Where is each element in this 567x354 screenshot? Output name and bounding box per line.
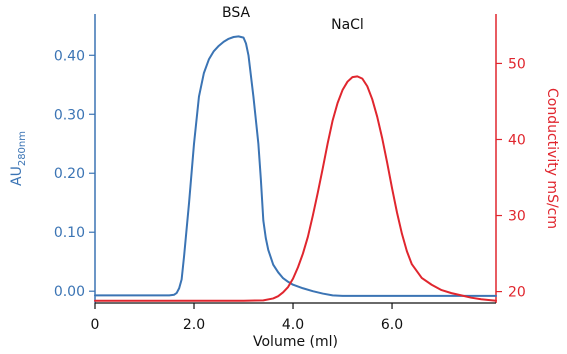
series-line-nacl: [94, 75, 497, 302]
left-y-tick-label: 0.20: [54, 166, 85, 182]
right-y-axis-ticks: 20 30 40 50: [496, 56, 526, 301]
right-y-tick-label: 30: [508, 209, 526, 225]
right-y-tick-label: 50: [508, 56, 526, 72]
series-lines: [94, 35, 497, 302]
left-y-tick-label: 0.40: [54, 48, 85, 64]
left-y-axis-ticks: 0.00 0.10 0.20 0.30 0.40: [54, 48, 95, 300]
series-line-bsa: [94, 35, 497, 297]
annotations: BSA NaCl: [222, 5, 364, 33]
left-y-tick-label: 0.10: [54, 225, 85, 241]
annotation-nacl: NaCl: [331, 17, 364, 33]
left-y-axis-label-subscript: 280nm: [17, 131, 28, 166]
right-y-axis-label: Conductivity mS/cm: [544, 88, 560, 229]
left-y-tick-label: 0.30: [54, 107, 85, 123]
right-y-tick-label: 40: [508, 132, 526, 148]
annotation-bsa: BSA: [222, 5, 251, 21]
left-y-axis-label-main: AU: [9, 166, 25, 186]
left-y-axis-label: AU280nm: [9, 131, 28, 186]
x-axis-ticks: 0 2.0 4.0 6.0: [91, 303, 403, 333]
x-tick-label: 4.0: [282, 317, 304, 333]
x-axis-label: Volume (ml): [253, 334, 338, 350]
x-tick-label: 0: [91, 317, 100, 333]
x-tick-label: 6.0: [381, 317, 403, 333]
right-y-tick-label: 20: [508, 285, 526, 301]
left-y-tick-label: 0.00: [54, 284, 85, 300]
axes: 0 2.0 4.0 6.0 0.00 0.10 0.20 0.30 0.40 20 30 40 50: [54, 14, 526, 333]
x-tick-label: 2.0: [183, 317, 205, 333]
